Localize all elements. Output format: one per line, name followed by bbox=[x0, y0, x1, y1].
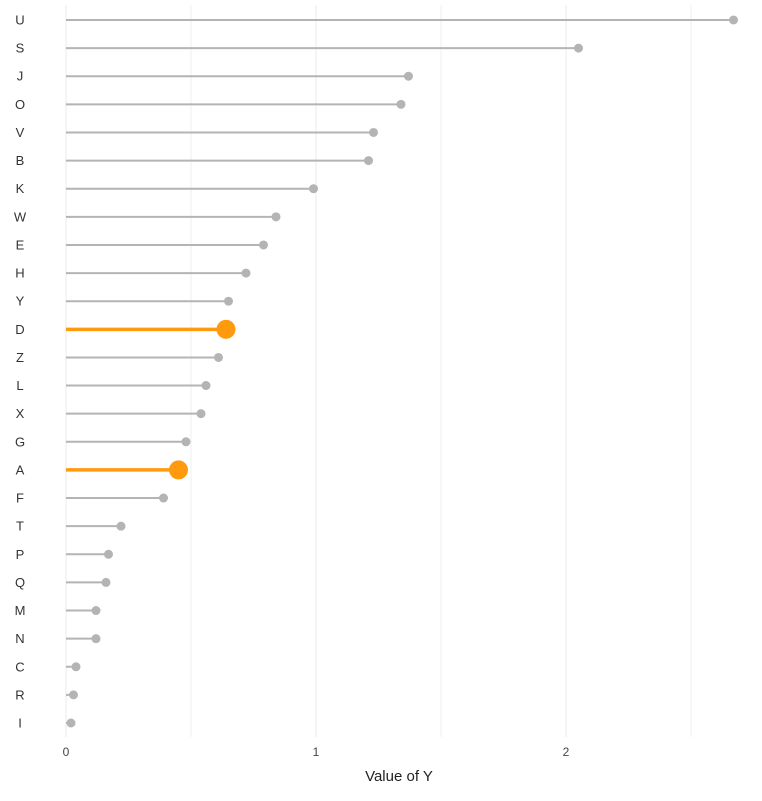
y-tick-label: M bbox=[15, 603, 26, 618]
lollipop-dot-y bbox=[224, 296, 233, 306]
lollipop-dot-o bbox=[396, 99, 406, 109]
y-tick-label: V bbox=[16, 125, 25, 140]
x-tick-label: 1 bbox=[313, 745, 320, 759]
y-tick-label: J bbox=[17, 69, 24, 84]
y-tick-label: F bbox=[16, 491, 24, 506]
lollipop-dot-w bbox=[271, 212, 281, 222]
y-tick-label: E bbox=[16, 237, 25, 252]
lollipop-dot-n bbox=[91, 634, 101, 644]
lollipop-dot-f bbox=[159, 493, 168, 503]
y-tick-label: L bbox=[16, 378, 23, 393]
lollipop-dot-c bbox=[71, 662, 81, 672]
y-tick-label: G bbox=[15, 434, 25, 449]
x-tick-label: 2 bbox=[563, 745, 570, 759]
x-tick-label: 0 bbox=[63, 745, 70, 759]
y-tick-label: D bbox=[15, 322, 24, 337]
lollipop-dot-m bbox=[91, 606, 101, 616]
lollipop-dot-v bbox=[369, 127, 378, 137]
y-tick-label: Q bbox=[15, 575, 25, 590]
lollipop-dot-l bbox=[201, 381, 211, 391]
y-tick-label: B bbox=[16, 153, 25, 168]
lollipop-dot-t bbox=[116, 521, 126, 531]
lollipop-dot-s bbox=[574, 43, 583, 53]
y-tick-label: A bbox=[16, 462, 25, 477]
y-tick-label: O bbox=[15, 97, 25, 112]
lollipop-dot-x bbox=[196, 409, 206, 419]
lollipop-dot-e bbox=[259, 240, 268, 250]
y-tick-label: X bbox=[16, 406, 25, 421]
y-tick-label: K bbox=[16, 181, 25, 196]
y-tick-label: Z bbox=[16, 350, 24, 365]
y-tick-label: S bbox=[16, 41, 25, 56]
lollipop-dot-h bbox=[241, 268, 251, 278]
lollipop-stems bbox=[66, 19, 734, 724]
lollipop-dot-d bbox=[216, 319, 236, 339]
y-tick-label: T bbox=[16, 519, 24, 534]
y-tick-label: I bbox=[18, 716, 22, 731]
y-tick-label: Y bbox=[16, 294, 25, 309]
lollipop-dot-k bbox=[309, 184, 318, 194]
lollipop-dot-b bbox=[364, 156, 373, 166]
y-tick-label: N bbox=[15, 631, 24, 646]
lollipop-dot-r bbox=[69, 690, 78, 700]
y-tick-label: R bbox=[15, 687, 24, 702]
lollipop-dot-z bbox=[214, 352, 223, 362]
lollipop-dot-q bbox=[101, 577, 111, 587]
y-tick-label: P bbox=[16, 547, 25, 562]
y-tick-label: C bbox=[15, 659, 24, 674]
lollipop-dot-a bbox=[169, 460, 188, 480]
y-tick-label: H bbox=[15, 266, 24, 281]
lollipop-dots bbox=[66, 15, 738, 728]
gridlines bbox=[65, 5, 692, 737]
lollipop-dot-g bbox=[181, 437, 191, 447]
x-axis-title: Value of Y bbox=[365, 768, 433, 785]
y-tick-label: U bbox=[15, 13, 24, 28]
x-tick-labels: 0 1 2 bbox=[63, 745, 570, 759]
y-tick-label: W bbox=[14, 209, 27, 224]
lollipop-dot-u bbox=[729, 15, 738, 25]
lollipop-dot-i bbox=[66, 718, 76, 728]
lollipop-dot-j bbox=[404, 71, 413, 81]
lollipop-dot-p bbox=[104, 549, 113, 559]
